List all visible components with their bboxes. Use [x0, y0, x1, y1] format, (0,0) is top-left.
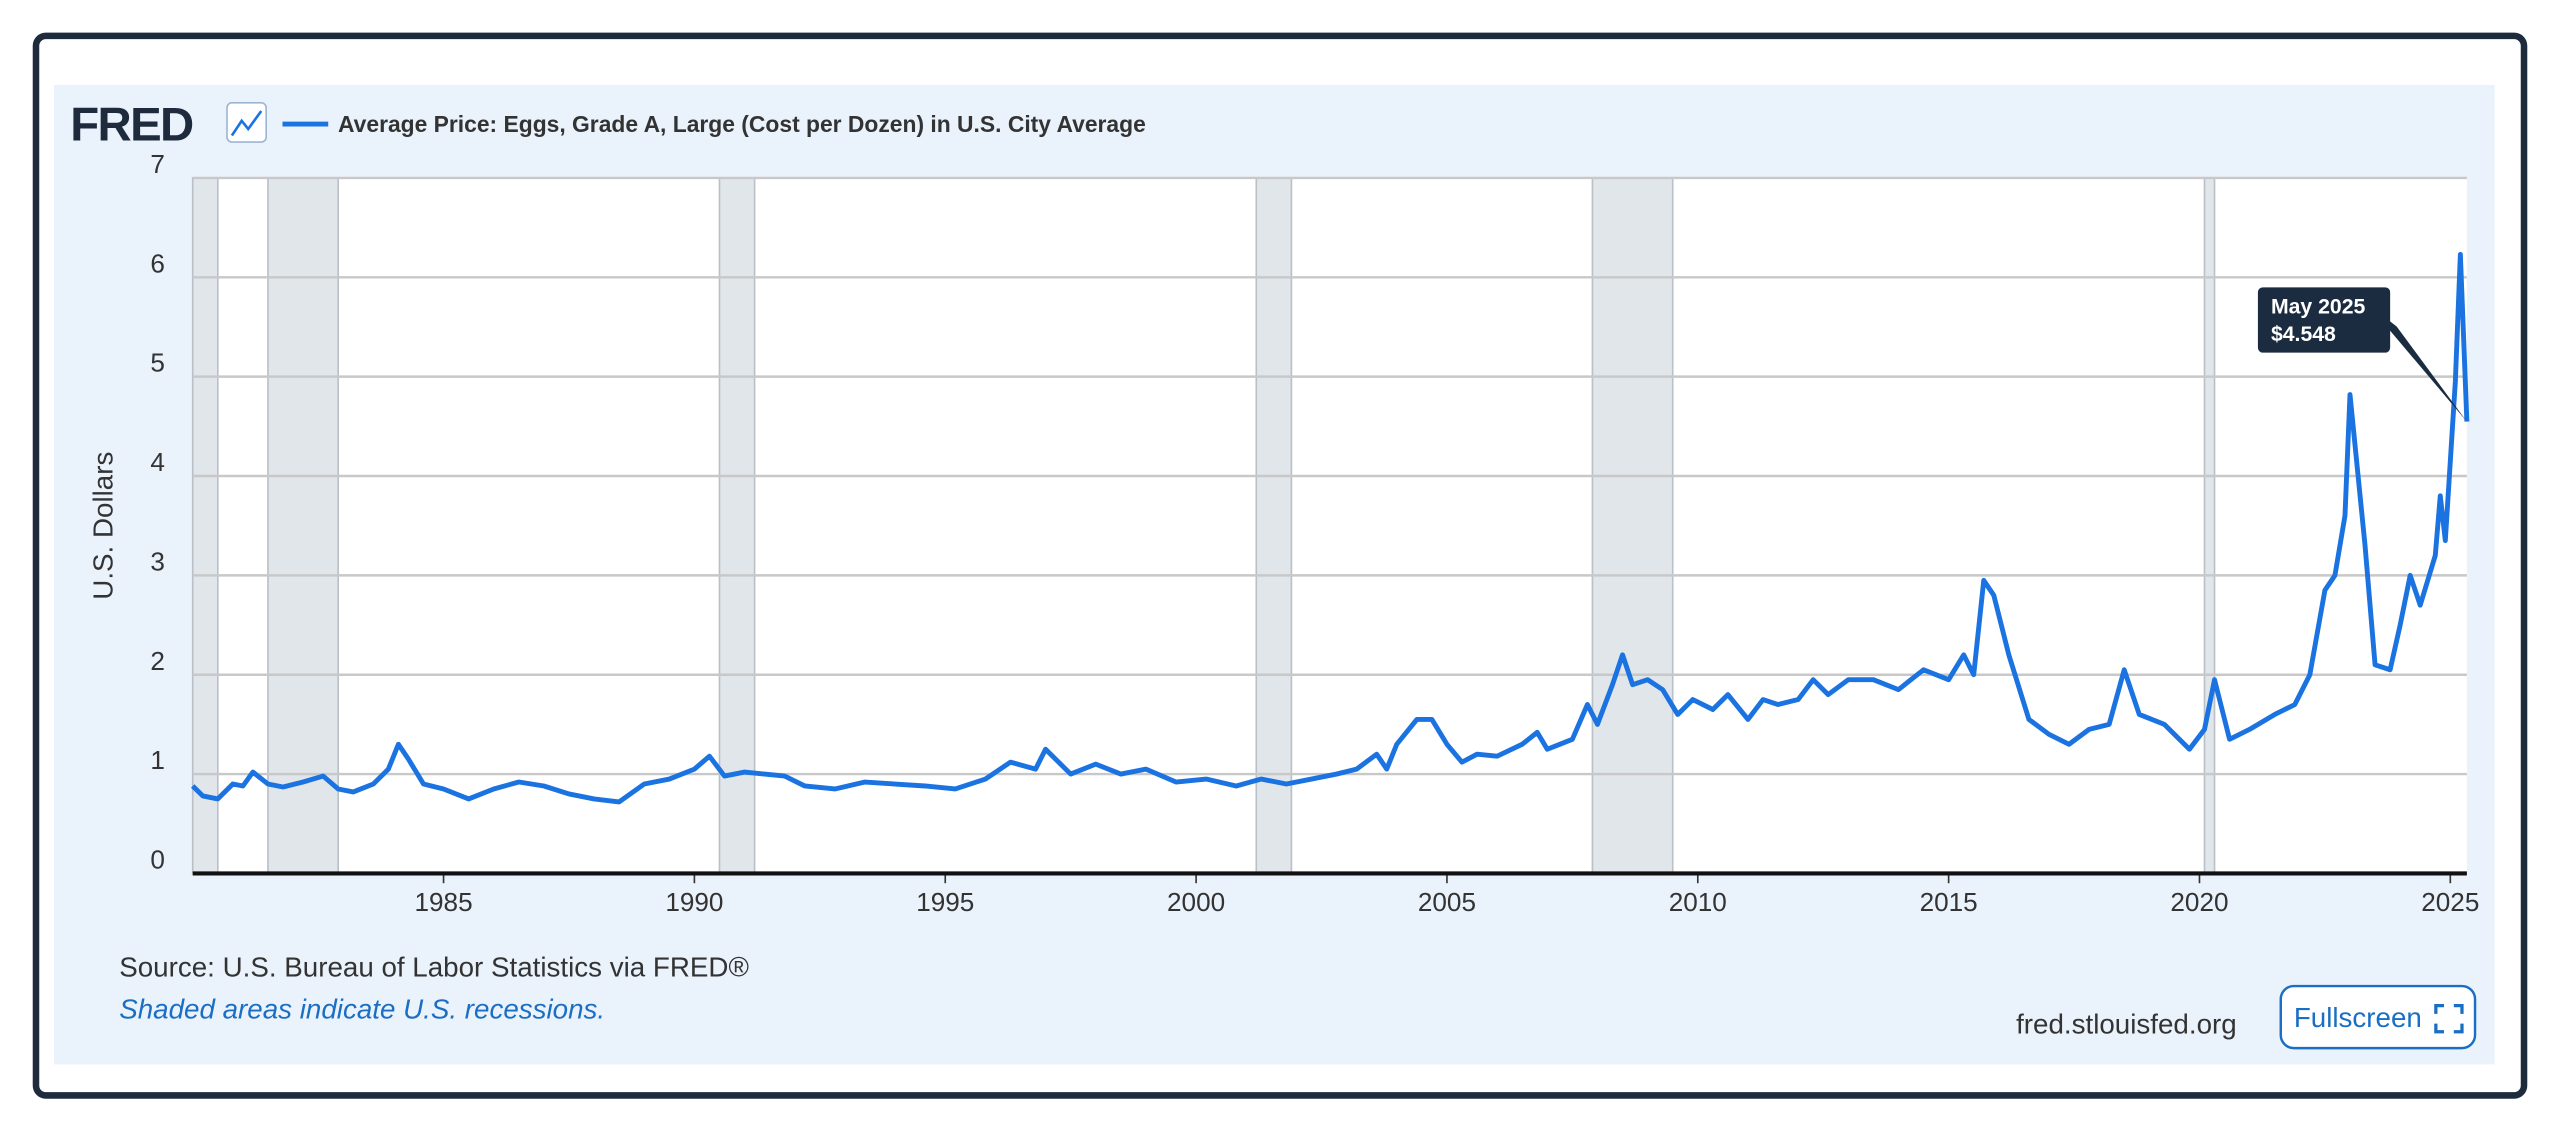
y-tick-label: 5 — [150, 348, 165, 378]
x-tick-label: 1995 — [916, 887, 974, 917]
recession-shade — [2203, 177, 2216, 875]
button-label[interactable]: Fullscreen — [2294, 1002, 2422, 1033]
x-tick-label: 2015 — [1920, 887, 1978, 917]
plot: 0 1 2 3 4 5 6 7 1985 1990 1995 2000 2005 2010 2015 2020… — [150, 149, 2479, 917]
x-tick-label: 2005 — [1418, 887, 1476, 917]
button-frame[interactable] — [2279, 984, 2477, 1050]
source: Source: U.S. Bureau of Labor Statistics … — [119, 951, 749, 982]
x-tick-label: 2010 — [1669, 887, 1727, 917]
button-icon[interactable] — [2434, 1004, 2464, 1034]
y-axis-label: U.S. Dollars — [88, 452, 119, 600]
tooltip-value: $4.548 — [2271, 323, 2336, 346]
x-tick-label: 1985 — [415, 887, 473, 917]
tooltip-pointer — [2367, 303, 2467, 422]
data-line — [190, 252, 2470, 805]
recession-shade — [267, 177, 340, 875]
tooltip-box — [2257, 287, 2391, 353]
recession-shade — [1255, 177, 1293, 875]
fullscreen-button[interactable]: Fullscreen — [2279, 984, 2477, 1050]
logo-icon-line — [230, 110, 263, 137]
y-tick-label: 1 — [150, 745, 165, 775]
y-tick-label: 7 — [150, 149, 165, 179]
site-url: fred.stlouisfed.org — [2016, 1008, 2237, 1039]
note: Shaded areas indicate U.S. recessions. — [119, 994, 605, 1025]
plot-area — [192, 177, 2467, 874]
recession-shade — [191, 177, 219, 875]
tooltip-date: May 2025 — [2271, 295, 2366, 318]
x-tick-label: 2000 — [1167, 887, 1225, 917]
y-tick-label: 0 — [150, 845, 165, 875]
y-tick-label: 4 — [150, 447, 165, 477]
logo: FRED — [70, 98, 193, 151]
x-tick-label: 2025 — [2421, 887, 2479, 917]
x-tick-label: 1990 — [665, 887, 723, 917]
y-tick-label: 6 — [150, 248, 165, 278]
logo-icon — [226, 102, 267, 143]
y-tick-label: 3 — [150, 546, 165, 576]
y-tick-label: 2 — [150, 646, 165, 676]
legend-label: Average Price: Eggs, Grade A, Large (Cos… — [338, 111, 1146, 137]
recession-shade — [1591, 177, 1674, 875]
recession-shade — [718, 177, 756, 875]
x-tick-label: 2020 — [2170, 887, 2228, 917]
